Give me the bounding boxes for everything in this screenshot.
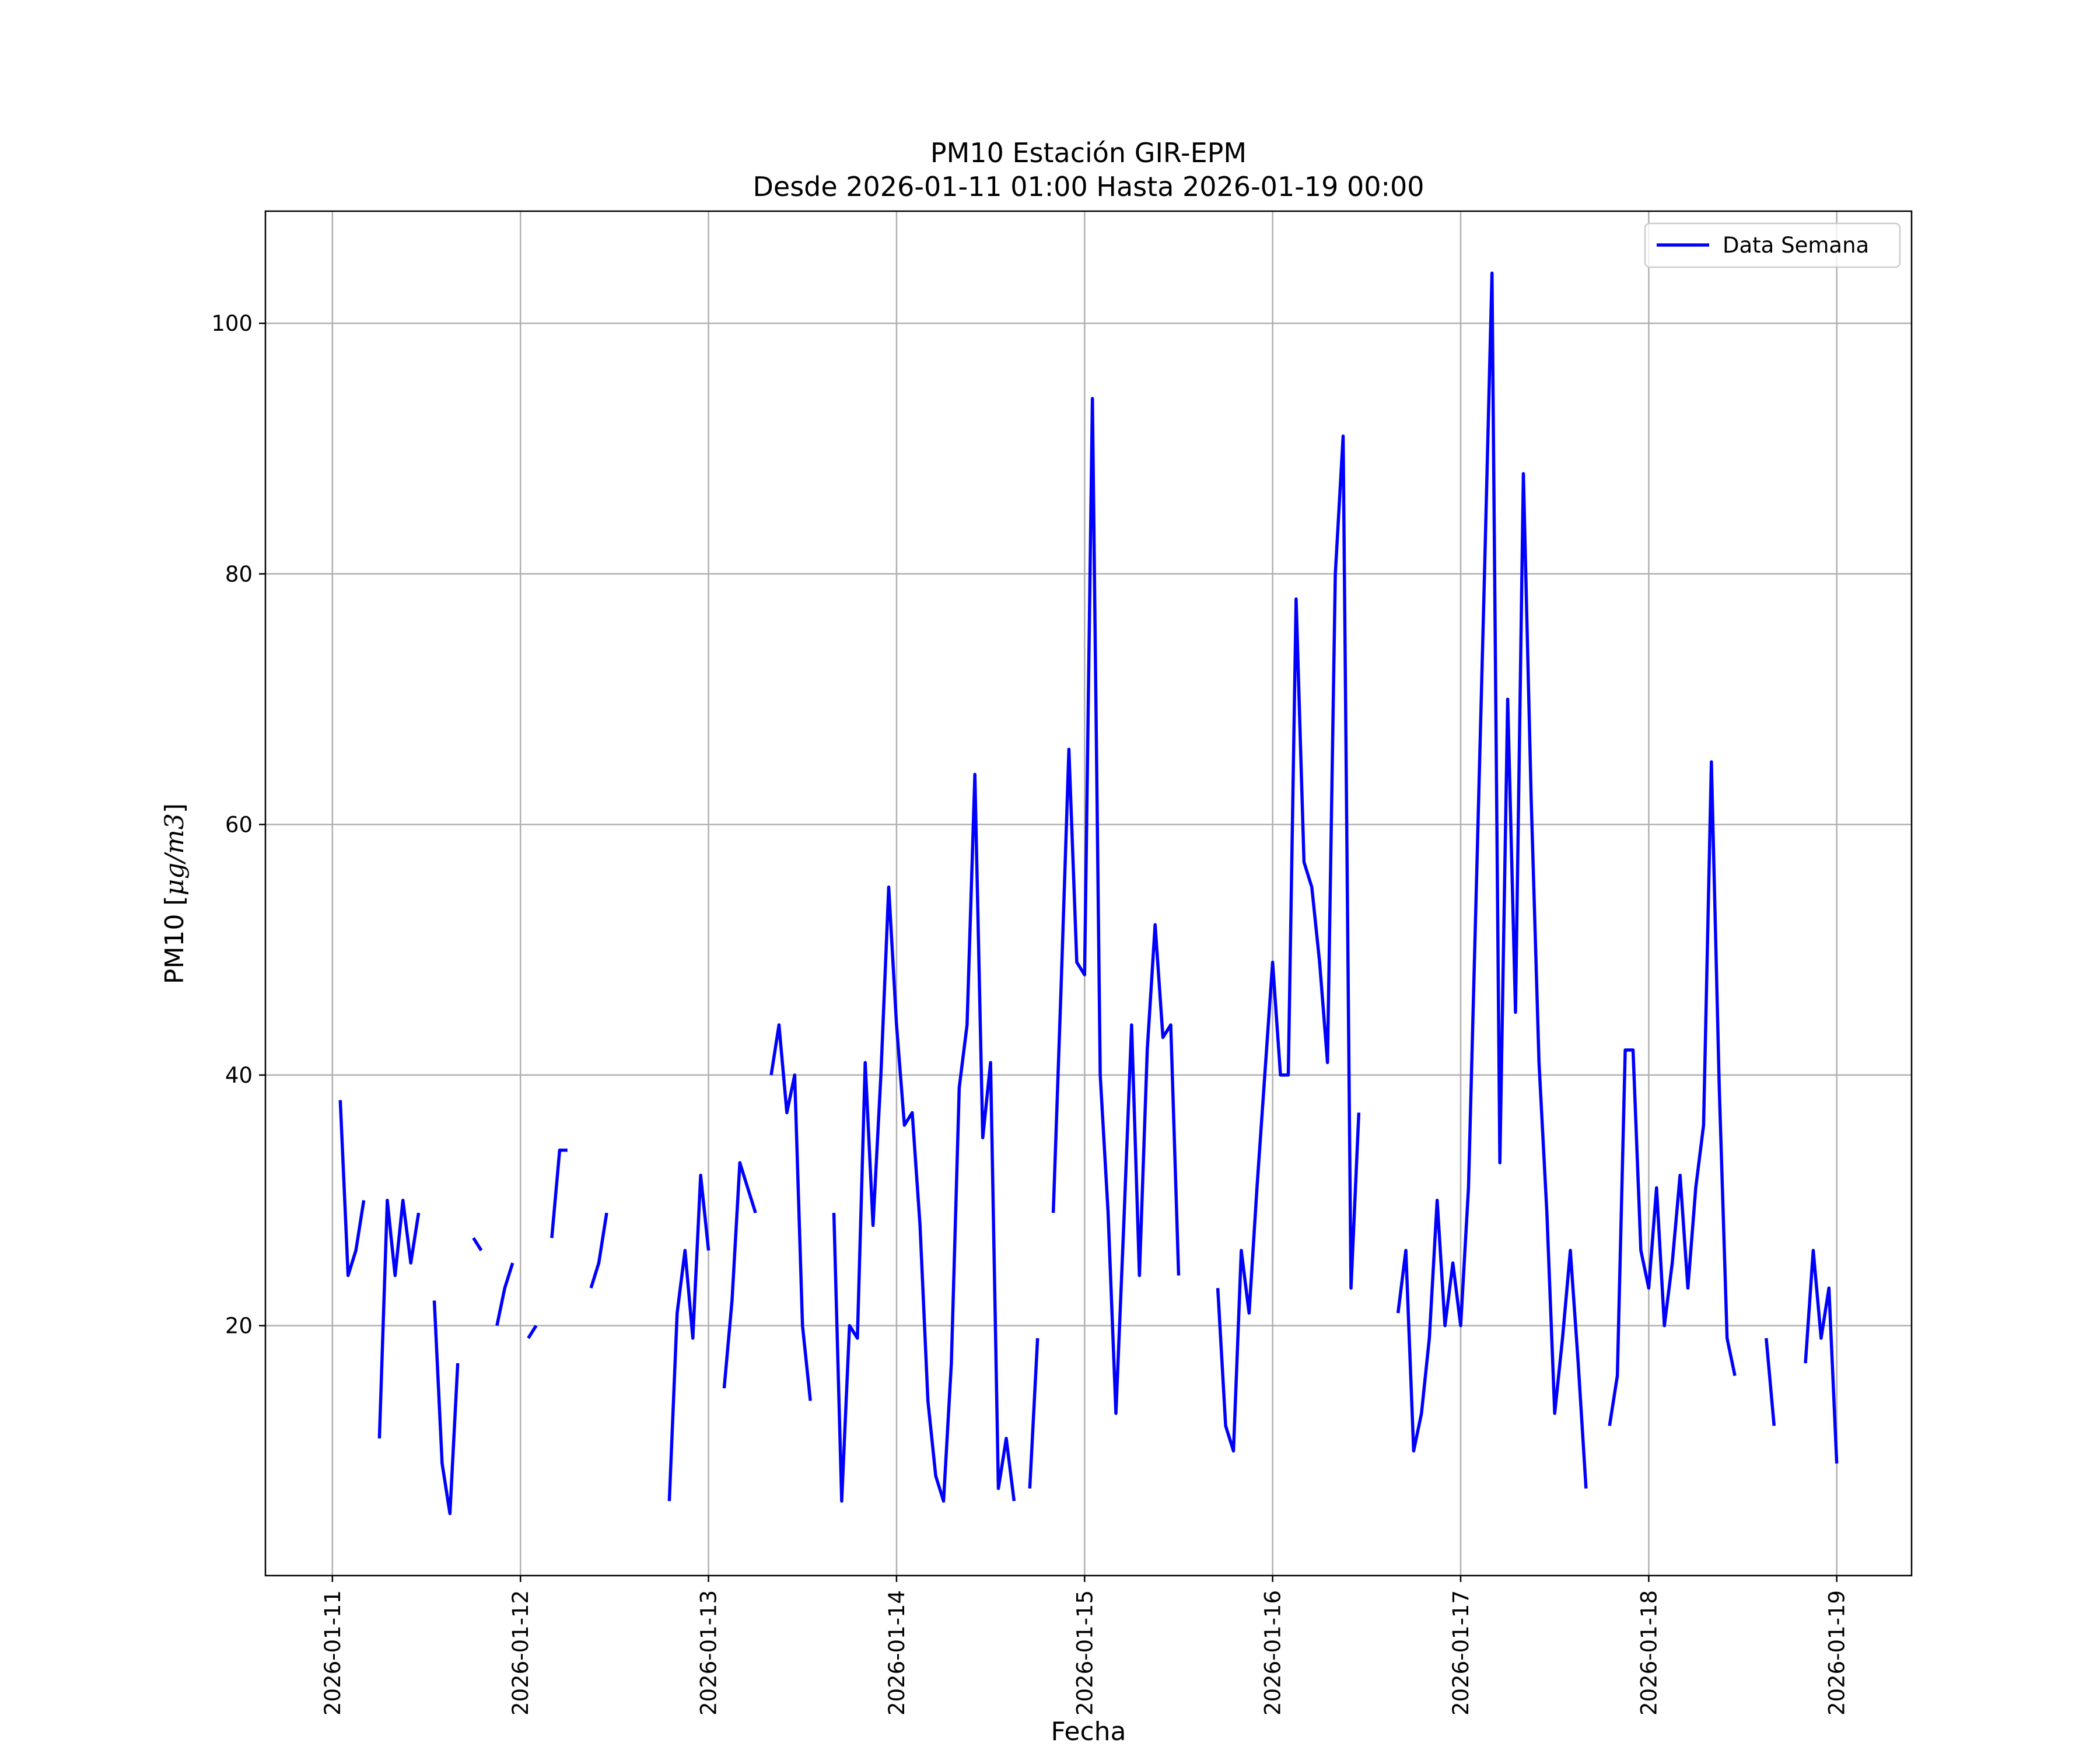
line-segment: [832, 772, 1016, 1503]
x-tick-label: 2026-01-11: [320, 1590, 345, 1716]
plot-frame: [264, 210, 1913, 1577]
line-segment: [667, 1174, 710, 1502]
y-axis: 20 40 60 80 100: [211, 311, 265, 1339]
grid: [265, 211, 1912, 1576]
legend-label: Data Semana: [1723, 233, 1869, 258]
series-data-semana: [338, 271, 1839, 1516]
x-tick-label: 2026-01-18: [1636, 1590, 1661, 1716]
legend: Data Semana: [1644, 222, 1901, 268]
x-tick-label: 2026-01-19: [1825, 1590, 1850, 1716]
x-axis: 2026-01-11 2026-01-12 2026-01-13 2026-01-14…: [320, 1576, 1850, 1716]
x-tick-label: 2026-01-14: [884, 1590, 909, 1716]
chart-title: PM10 Estación GIR-EPM: [930, 137, 1247, 169]
y-tick-label: 40: [225, 1063, 253, 1088]
x-axis-label: Fecha: [1051, 1717, 1126, 1746]
y-tick-label: 100: [211, 311, 253, 336]
plot-area: [265, 211, 1912, 1576]
y-tick-label: 80: [225, 562, 253, 587]
x-tick-label: 2026-01-12: [508, 1590, 533, 1716]
line-segment: [432, 1300, 460, 1516]
line-segment: [377, 1198, 421, 1438]
y-tick-label: 60: [225, 812, 253, 837]
y-axis-label-suffix: ]: [160, 803, 190, 813]
line-segment: [769, 1023, 812, 1401]
x-tick-label: 2026-01-17: [1448, 1590, 1474, 1716]
y-axis-label-prefix: PM10 [: [160, 895, 190, 984]
legend-box: [1644, 222, 1901, 268]
line-segment: [472, 1237, 483, 1252]
y-axis-label-unit: μg/m3: [160, 813, 190, 895]
x-tick-label: 2026-01-13: [696, 1590, 722, 1716]
x-tick-label: 2026-01-15: [1072, 1590, 1097, 1716]
chart-subtitle: Desde 2026-01-11 01:00 Hasta 2026-01-19 …: [752, 171, 1424, 202]
x-tick-label: 2026-01-16: [1261, 1590, 1286, 1716]
line-segment: [338, 1100, 366, 1278]
line-segment: [1028, 1338, 1040, 1489]
line-segment: [1765, 1338, 1776, 1426]
y-tick-label: 20: [225, 1314, 253, 1339]
y-axis-label: PM10 [μg/m3]: [160, 803, 190, 984]
line-segment: [527, 1325, 538, 1339]
